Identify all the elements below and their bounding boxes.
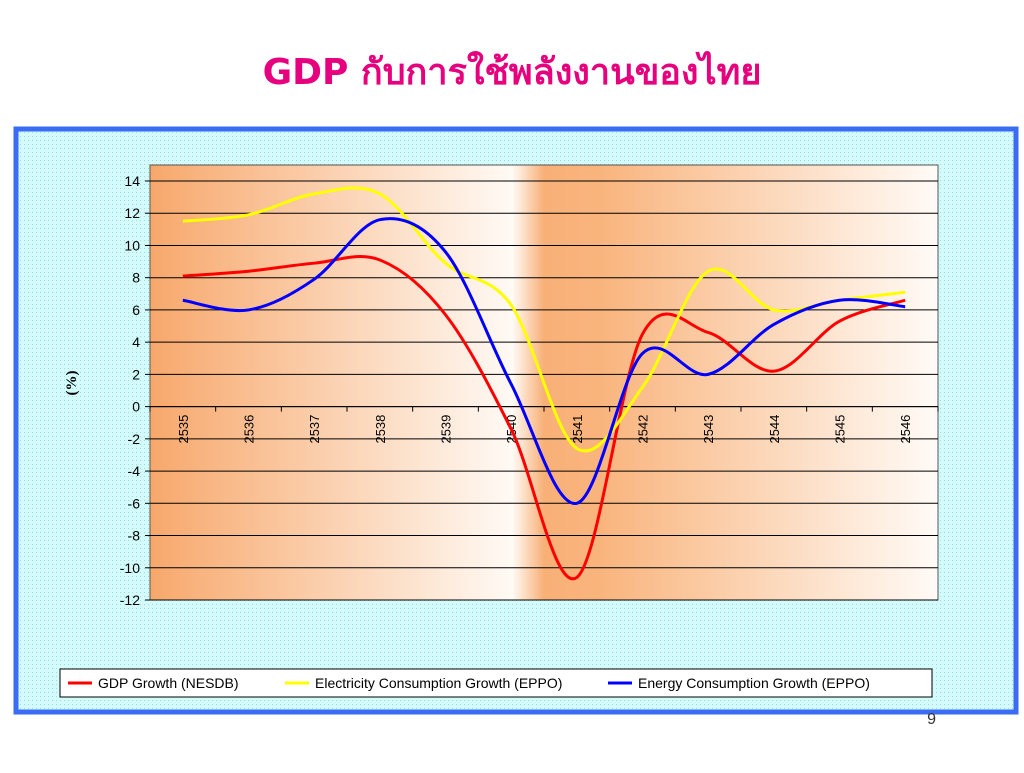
y-tick-label: 14	[124, 173, 140, 189]
x-tick-label: 2536	[242, 415, 257, 444]
x-tick-label: 2537	[307, 415, 322, 444]
legend-label: GDP Growth (NESDB)	[98, 675, 239, 691]
slide-title: GDP กับการใช้พลังงานของไทย	[263, 50, 762, 93]
y-tick-label: 6	[132, 302, 140, 318]
x-tick-label: 2538	[373, 415, 388, 444]
y-tick-label: 12	[124, 205, 140, 221]
chart: -12 -10 -8 -6 -4 -2 0 2 4 6 8 10 12 14 2535 2536 2537 253…	[68, 173, 939, 691]
x-tick-label: 2541	[570, 415, 585, 444]
legend-label: Energy Consumption Growth (EPPO)	[638, 675, 870, 691]
y-tick-label: 4	[132, 334, 140, 350]
x-tick-label: 2539	[439, 415, 454, 444]
x-tick-label: 2546	[898, 415, 913, 444]
series-line	[182, 217, 906, 505]
y-tick-label: -8	[128, 528, 141, 544]
legend-box	[59, 668, 933, 698]
y-tick-label: -2	[128, 431, 141, 447]
series-line	[182, 255, 906, 581]
x-tick-label: 2543	[701, 415, 716, 444]
y-tick-label: -6	[128, 495, 141, 511]
y-tick-label: 8	[132, 270, 140, 286]
x-tick-label: 2535	[176, 415, 191, 444]
y-tick-label: -10	[120, 560, 140, 576]
page-number: 9	[927, 711, 936, 728]
y-tick-label: 0	[132, 399, 140, 415]
legend-label: Electricity Consumption Growth (EPPO)	[315, 675, 562, 691]
x-tick-label: 2544	[767, 415, 782, 444]
y-tick-label: -4	[128, 463, 141, 479]
y-tick-label: -12	[120, 592, 140, 608]
x-tick-label: 2545	[833, 415, 848, 444]
y-tick-label: 10	[124, 237, 140, 253]
series-line	[182, 186, 906, 453]
x-tick-label: 2542	[636, 415, 651, 444]
y-axis-label: (%)	[64, 371, 80, 396]
y-tick-label: 2	[132, 366, 140, 382]
